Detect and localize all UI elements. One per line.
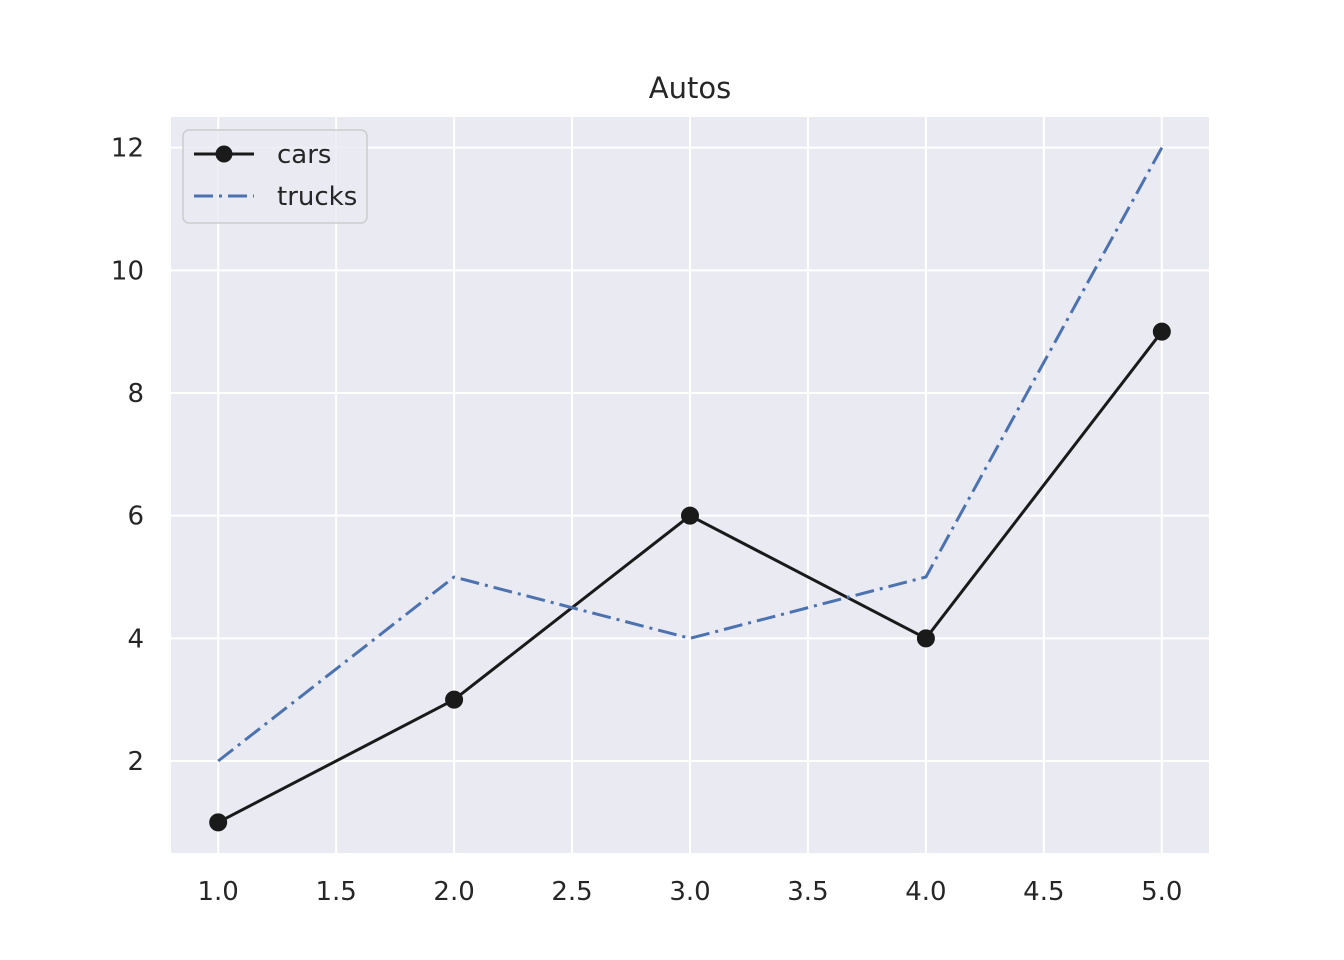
y-tick-label: 8: [127, 379, 144, 409]
data-point-cars: [1152, 322, 1171, 341]
y-tick-label: 6: [127, 502, 144, 532]
x-tick-label: 2.5: [551, 877, 592, 907]
series-layer: [209, 146, 1171, 832]
x-tick-label: 1.5: [315, 877, 356, 907]
y-axis-ticks: 2 4 6 8 10 12: [111, 134, 144, 777]
legend-marker-cars: [215, 145, 233, 163]
x-tick-label: 3.5: [787, 877, 828, 907]
legend-items: cars trucks: [194, 140, 357, 212]
y-tick-label: 2: [127, 747, 144, 777]
x-tick-label: 3.0: [669, 877, 710, 907]
y-tick-label: 12: [111, 134, 144, 164]
x-tick-label: 4.0: [905, 877, 946, 907]
legend-label-cars: cars: [277, 140, 331, 170]
x-tick-label: 4.5: [1023, 877, 1064, 907]
data-point-cars: [681, 506, 699, 525]
y-tick-label: 4: [127, 624, 144, 654]
x-tick-label: 2.0: [433, 877, 474, 907]
chart-title: Autos: [649, 71, 731, 105]
x-tick-label: 5.0: [1141, 877, 1182, 907]
x-tick-label: 1.0: [198, 877, 239, 907]
data-point-cars: [209, 813, 228, 832]
legend: cars trucks: [182, 129, 368, 224]
y-tick-label: 10: [111, 256, 144, 286]
data-point-cars: [916, 629, 935, 648]
legend-label-trucks: trucks: [277, 182, 357, 212]
data-point-cars: [445, 690, 464, 709]
x-axis-ticks: 1.0 1.5 2.0 2.5 3.0 3.5 4.0 4.5 5.0: [198, 877, 1183, 907]
